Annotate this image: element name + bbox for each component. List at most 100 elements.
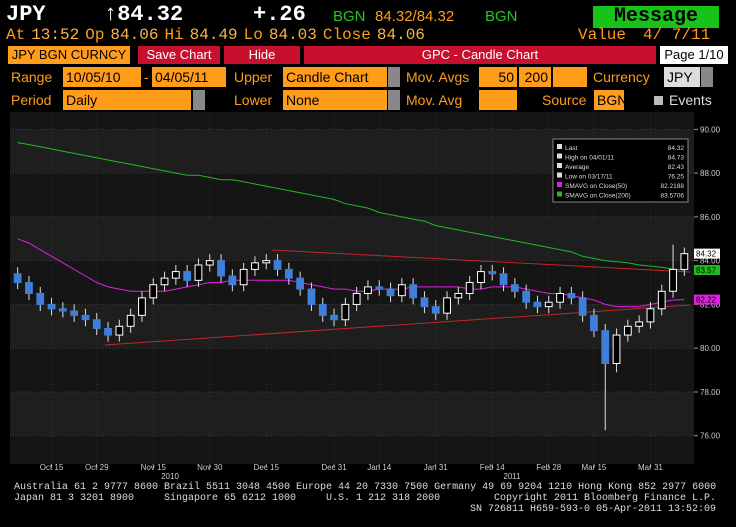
period-select[interactable]: Daily	[63, 90, 191, 110]
dropdown-arrow[interactable]	[193, 90, 205, 110]
candle-body	[646, 308, 655, 323]
candle-body	[612, 334, 621, 365]
legend-swatch	[557, 191, 562, 197]
trend-line	[104, 304, 691, 346]
legend-swatch	[557, 153, 562, 159]
legend-value: 82.2188	[661, 183, 685, 190]
price-tag-label: 82.22	[696, 296, 717, 305]
lower-label: Lower	[234, 92, 273, 108]
range-separator: -	[144, 69, 149, 85]
candle-body	[183, 271, 192, 281]
candle-body	[205, 260, 214, 266]
candle-body	[251, 262, 259, 270]
price-tag-label: 83.57	[696, 266, 717, 275]
candle-body	[284, 268, 293, 279]
quote-line: At 13:52 Op 84.06 Hi 84.49 Lo 84.03 Close 84.06	[6, 26, 431, 44]
x-tick-label: Nov 15	[141, 463, 167, 472]
pricing-source: BGN	[333, 8, 366, 25]
source-field[interactable]: BGN	[594, 90, 627, 110]
price-change: +.26	[253, 2, 306, 27]
candle-body	[138, 297, 146, 316]
last-price: ↑84.32	[104, 2, 184, 27]
currency-select[interactable]: JPY	[664, 67, 700, 87]
currency-label: Currency	[593, 69, 650, 85]
quote-label: Close	[322, 26, 371, 44]
candle-body	[194, 264, 203, 281]
candle-body	[273, 260, 282, 270]
candle-body	[533, 301, 542, 308]
dropdown-arrow[interactable]	[701, 67, 713, 87]
candle-body	[680, 253, 689, 270]
candle-body	[70, 310, 79, 316]
x-tick-label: Dec 15	[254, 463, 280, 472]
x-tick-label: Dec 31	[321, 463, 347, 472]
mov-avg-1[interactable]: 50	[479, 67, 517, 87]
candle-body	[443, 297, 451, 314]
candle-body	[81, 314, 90, 321]
x-tick-label: Jan 31	[424, 463, 449, 472]
candle-body	[431, 306, 440, 314]
grid-band	[10, 216, 694, 261]
pricing-source: BGN	[485, 8, 518, 25]
price-tag	[694, 248, 720, 259]
range-label: Range	[11, 69, 53, 85]
mov-avg-3[interactable]	[553, 67, 587, 87]
security-tab[interactable]: JPY BGN CURNCY	[8, 46, 130, 64]
candle-body	[454, 292, 463, 299]
x-tick-label: Mar 15	[581, 463, 606, 472]
candle-body	[510, 284, 519, 292]
candle-body	[13, 273, 22, 284]
y-tick-label: 88.00	[700, 169, 721, 178]
candle-body	[657, 290, 666, 310]
candle-body	[488, 271, 497, 275]
candle-body	[25, 282, 33, 294]
dropdown-arrow[interactable]	[388, 67, 400, 87]
y-tick-label: 82.00	[700, 300, 721, 309]
candle-body	[47, 303, 56, 310]
upper-label: Upper	[234, 69, 273, 85]
page-indicator[interactable]: Page 1/10	[660, 46, 728, 64]
events-checkbox[interactable]	[654, 96, 663, 105]
bid-ask: 84.32/84.32	[375, 8, 455, 25]
quote-label: Lo	[243, 26, 263, 44]
grid-band	[10, 391, 694, 436]
y-tick-label: 86.00	[700, 213, 721, 222]
x-tick-label: Jan 14	[367, 463, 392, 472]
candle-body	[149, 284, 158, 299]
function-title: GPC - Candle Chart	[304, 46, 656, 64]
candle-body	[115, 325, 124, 336]
footer-copyright: Copyright 2011 Bloomberg Finance L.P.	[494, 493, 717, 504]
events-label[interactable]: Events	[669, 92, 712, 108]
legend-label: Average	[565, 164, 589, 171]
legend-swatch	[557, 163, 562, 168]
dropdown-arrow[interactable]	[388, 90, 400, 110]
save-chart-button[interactable]: Save Chart	[138, 46, 220, 64]
lower-select[interactable]: None	[283, 90, 387, 110]
mov-avg-lower[interactable]	[479, 90, 517, 110]
hide-button[interactable]: Hide	[224, 46, 300, 64]
candle-body	[318, 303, 327, 316]
ticker: JPY	[6, 2, 46, 27]
legend-swatch	[557, 182, 562, 187]
mov-avgs-label: Mov. Avgs	[406, 69, 470, 85]
legend-swatch	[557, 172, 562, 178]
year-label: 2010	[161, 472, 179, 480]
candle-body	[239, 268, 248, 286]
range-start[interactable]: 10/05/10	[63, 67, 141, 87]
legend-label: Last	[565, 145, 577, 152]
trend-line	[271, 249, 691, 273]
footer-session: SN 726811 H659-593-0 05-Apr-2011 13:52:0…	[470, 504, 717, 515]
price-tag	[694, 294, 720, 305]
range-end[interactable]: 04/05/11	[152, 67, 226, 87]
upper-select[interactable]: Candle Chart	[283, 67, 387, 87]
legend-value: 84.32	[668, 145, 685, 152]
quote-value: 84.49	[189, 26, 238, 44]
candle-body	[330, 314, 338, 321]
message-button[interactable]: Message	[593, 6, 719, 28]
x-tick-label: Feb 14	[480, 463, 505, 472]
candle-body	[364, 286, 372, 294]
candle-body	[104, 327, 112, 336]
candle-body	[262, 260, 271, 264]
quote-value: 84.06	[376, 26, 425, 44]
mov-avg-2[interactable]: 200	[519, 67, 551, 87]
